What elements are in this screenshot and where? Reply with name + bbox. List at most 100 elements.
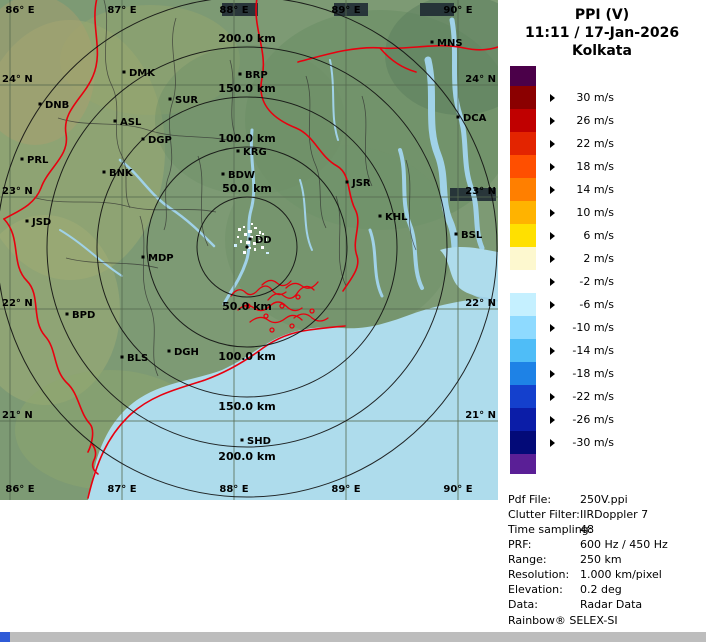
panel-header: PPI (V) 11:11 / 17-Jan-2026 Kolkata <box>498 0 706 60</box>
station-dot <box>454 232 458 236</box>
sea-bay-of-bengal <box>88 296 498 500</box>
station-dot <box>167 349 171 353</box>
echo-pixel-weak <box>234 244 237 247</box>
border-path <box>91 443 99 475</box>
station-label: DD <box>255 235 272 246</box>
delta-squiggle <box>267 285 315 301</box>
colorbar-swatch <box>510 109 536 132</box>
info-value: 1.000 km/pixel <box>580 568 662 581</box>
colorbar-tick-arrow-icon <box>550 323 555 332</box>
sundarbans-delta-squiggles <box>230 279 329 333</box>
lon-label-top: 89° E <box>331 5 360 16</box>
colorbar-step: 2 m/s <box>510 247 614 270</box>
lat-label-left: 23° N <box>2 186 33 197</box>
colorbar-step-label: -6 m/s <box>579 298 614 311</box>
delta-squiggle <box>237 301 303 312</box>
colorbar-tick-arrow-icon <box>550 392 555 401</box>
station-label: MNS <box>437 38 463 49</box>
colorbar-step: 22 m/s <box>510 132 614 155</box>
lat-label-right: 24° N <box>465 74 496 85</box>
colorbar-step-label: -14 m/s <box>572 344 614 357</box>
info-value: IIRDoppler 7 <box>580 508 649 521</box>
statusbar-accent[interactable] <box>0 632 10 642</box>
ring-label: 50.0 km <box>222 300 272 313</box>
lat-label-left: 22° N <box>2 298 33 309</box>
station-label: BLS <box>127 353 148 364</box>
colorbar-step-label: -30 m/s <box>572 436 614 449</box>
colorbar-step-label: -10 m/s <box>572 321 614 334</box>
district-boundary-path <box>103 0 131 209</box>
ring-label: 150.0 km <box>218 82 275 95</box>
info-value: 48 <box>580 523 594 536</box>
echo-pixel <box>262 233 264 235</box>
range-ring <box>96 96 398 398</box>
radar-station-name: Kolkata <box>572 43 632 59</box>
info-value: Radar Data <box>580 598 643 611</box>
station-label: DGH <box>174 347 199 358</box>
ring-label: 200.0 km <box>218 32 275 45</box>
river-path <box>449 17 485 251</box>
echo-pixel <box>248 247 251 249</box>
colorbar-swatch <box>510 201 536 224</box>
lon-label-bottom: 86° E <box>5 484 34 495</box>
radar-site-marker <box>245 245 249 249</box>
scan-datetime: 11:11 / 17-Jan-2026 <box>524 25 680 41</box>
district-boundary-path <box>305 75 327 229</box>
border-path <box>379 47 417 73</box>
station-dot <box>378 214 382 218</box>
station-dot <box>168 97 172 101</box>
echo-pixel-weak <box>266 252 269 254</box>
colorbar-step: -10 m/s <box>510 316 614 339</box>
station-dot <box>238 72 242 76</box>
colorbar-step-label: -2 m/s <box>579 275 614 288</box>
delta-squiggle <box>249 314 303 324</box>
info-row: Resolution: 1.000 km/pixel <box>508 567 702 582</box>
range-ring <box>0 0 498 498</box>
station-dot <box>25 219 29 223</box>
border-path <box>297 44 499 63</box>
radar-map-canvas[interactable]: 86° E 86° E 87° E 87° E 88° E 88° E 89° E 89° E… <box>0 0 535 500</box>
info-label: Range: <box>508 553 547 566</box>
ring-label: 100.0 km <box>218 132 275 145</box>
colorbar-step-label: 6 m/s <box>583 229 614 242</box>
colorbar-step: 30 m/s <box>510 86 614 109</box>
info-row: Range: 250 km <box>508 552 702 567</box>
radar-map-view[interactable]: 86° E 86° E 87° E 87° E 88° E 88° E 89° E 89° E… <box>0 0 535 500</box>
lat-label-right: 22° N <box>465 298 496 309</box>
echo-pixel <box>248 230 252 233</box>
colorbar-step: -14 m/s <box>510 339 614 362</box>
delta-islet <box>269 327 275 333</box>
map-labels: 86° E 86° E 87° E 87° E 88° E 88° E 89° E 89° E… <box>2 5 496 495</box>
station-dot <box>20 157 24 161</box>
lon-label-top: 87° E <box>107 5 136 16</box>
district-boundary-path <box>35 197 217 213</box>
colorbar-step: -22 m/s <box>510 385 614 408</box>
colorbar-swatch <box>510 247 536 270</box>
info-label: Pdf File: <box>508 493 552 506</box>
station-label: PRL <box>27 155 49 166</box>
station-label: BDW <box>228 170 255 181</box>
echo-pixel <box>240 240 242 243</box>
colorbar-swatch <box>510 385 536 408</box>
map-dark-patch <box>334 3 368 16</box>
info-label: Clutter Filter: <box>508 508 580 521</box>
colorbar-tick-arrow-icon <box>550 185 555 194</box>
border-path <box>3 0 99 220</box>
colorbar-cap-bottom-swatch <box>510 454 536 474</box>
colorbar-tick-arrow-icon <box>550 254 555 263</box>
terrain-patch <box>0 215 120 405</box>
lon-label-bottom: 88° E <box>219 484 248 495</box>
velocity-colorbar: 30 m/s 26 m/s 22 m/s 18 m/s 14 m/s 10 m/s 6 m/… <box>510 66 614 474</box>
colorbar-tick-arrow-icon <box>550 93 555 102</box>
echo-pixel <box>254 227 257 229</box>
info-row: PRF: 600 Hz / 450 Hz <box>508 537 702 552</box>
district-boundary-path <box>163 17 177 231</box>
lon-label-top: 90° E <box>443 5 472 16</box>
colorbar-tick-arrow-icon <box>550 231 555 240</box>
station-dot <box>102 170 106 174</box>
info-label: Elevation: <box>508 583 563 596</box>
echo-pixel <box>244 233 247 236</box>
colorbar-tick-arrow-icon <box>550 162 555 171</box>
echo-pixel <box>261 246 264 249</box>
